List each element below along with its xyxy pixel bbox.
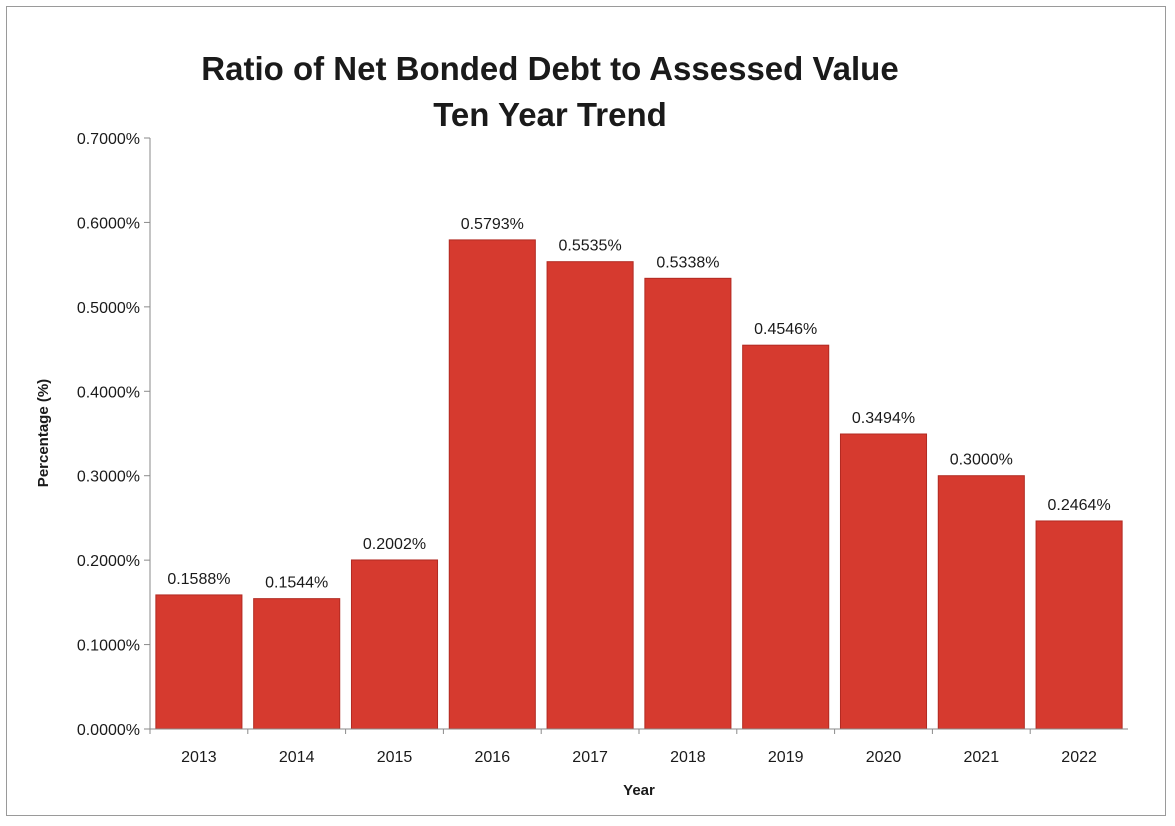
y-tick-label: 0.1000% — [77, 638, 140, 655]
data-label-2018: 0.5338% — [656, 254, 719, 271]
data-label-2019: 0.4546% — [754, 321, 817, 338]
x-axis-title: Year — [623, 782, 655, 799]
y-tick-label: 0.2000% — [77, 553, 140, 570]
y-tick-label: 0.0000% — [77, 722, 140, 739]
y-tick-label: 0.5000% — [77, 300, 140, 317]
x-tick-label-2015: 2015 — [377, 749, 413, 766]
data-label-2013: 0.1588% — [167, 571, 230, 588]
bar-2018 — [644, 277, 732, 730]
bars — [155, 239, 1123, 730]
data-label-2014: 0.1544% — [265, 575, 328, 592]
x-tick-label-2014: 2014 — [279, 749, 315, 766]
bar-2020 — [839, 433, 928, 730]
data-label-2021: 0.3000% — [950, 452, 1013, 469]
bar-2014 — [253, 598, 341, 730]
data-label-2017: 0.5535% — [559, 238, 622, 255]
data-label-2016: 0.5793% — [461, 216, 524, 233]
y-axis-ticks: 0.0000% 0.1000% 0.2000% 0.3000% 0.4000% 0.500… — [77, 131, 150, 739]
chart-title: Ratio of Net Bonded Debt to Assessed Val… — [201, 50, 898, 87]
x-tick-label-2019: 2019 — [768, 749, 804, 766]
bar-2021 — [937, 475, 1025, 730]
chart-subtitle: Ten Year Trend — [433, 96, 667, 133]
y-tick-label: 0.3000% — [77, 469, 140, 486]
y-axis-title: Percentage (%) — [35, 379, 52, 487]
x-tick-label-2020: 2020 — [866, 749, 902, 766]
x-tick-label-2021: 2021 — [964, 749, 1000, 766]
bar-2013 — [155, 594, 243, 730]
bar-2017 — [546, 261, 634, 730]
bar-2022 — [1035, 520, 1123, 730]
bar-2016 — [448, 239, 536, 730]
x-tick-label-2017: 2017 — [572, 749, 608, 766]
data-label-2022: 0.2464% — [1048, 497, 1111, 514]
data-labels: 0.1588% 0.1544% 0.2002% 0.5793% 0.5535% 0.533… — [167, 216, 1110, 592]
y-tick-label: 0.4000% — [77, 384, 140, 401]
x-tick-label-2018: 2018 — [670, 749, 706, 766]
x-tick-label-2016: 2016 — [475, 749, 511, 766]
x-tick-label-2013: 2013 — [181, 749, 217, 766]
y-tick-label: 0.6000% — [77, 215, 140, 232]
bar-2015 — [350, 559, 439, 730]
data-label-2015: 0.2002% — [363, 536, 426, 553]
x-tick-label-2022: 2022 — [1061, 749, 1097, 766]
bar-2019 — [742, 344, 830, 730]
y-tick-label: 0.7000% — [77, 131, 140, 148]
x-axis-ticks: 2013 2014 2015 2016 2017 2018 2019 2020 2021 2022 — [149, 729, 1097, 766]
data-label-2020: 0.3494% — [852, 410, 915, 427]
